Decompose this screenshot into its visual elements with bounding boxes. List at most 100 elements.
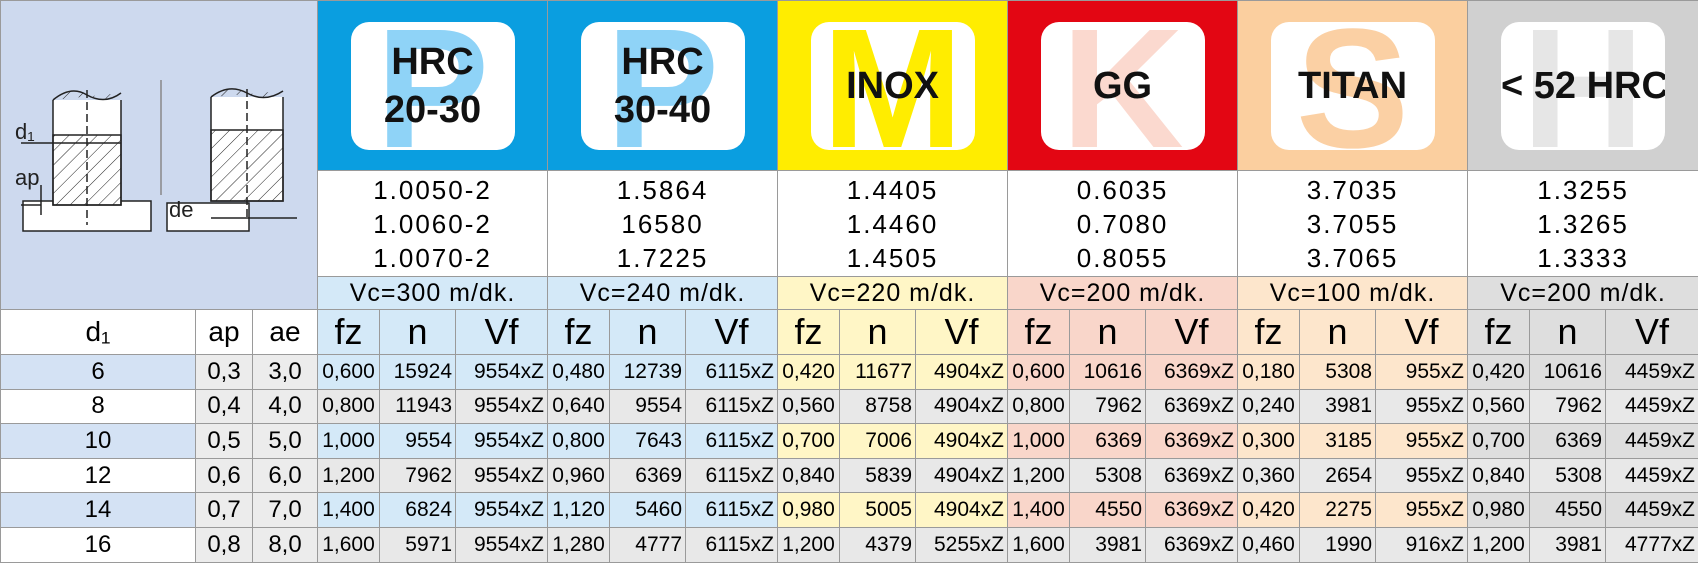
cutting-value: 4904xZ [916,458,1008,493]
cutting-value: 5971 [380,527,456,562]
cutting-value: 9554xZ [456,389,548,424]
cutting-value: 6369 [610,458,686,493]
cutting-value: 6369 [1530,424,1606,459]
cutting-value: 6115xZ [686,355,778,390]
cutting-value: 6824 [380,493,456,528]
ae-value: 7,0 [253,493,318,528]
cutting-value: 1,200 [1008,458,1070,493]
cutting-value: 0,240 [1238,389,1300,424]
cutting-value: 1,600 [318,527,380,562]
diagram-label: d₁ [15,119,35,144]
ae-value: 3,0 [253,355,318,390]
cutting-value: 0,840 [1468,458,1530,493]
cutting-value: 0,600 [318,355,380,390]
cutting-value: 1,400 [1008,493,1070,528]
ap-value: 0,6 [196,458,253,493]
cutting-value: 0,480 [548,355,610,390]
cutting-value: 6369 [1070,424,1146,459]
cutting-value: 0,980 [778,493,840,528]
ap-value: 0,4 [196,389,253,424]
column-header: n [380,310,456,355]
material-code: 16580 [548,207,777,241]
cutting-value: 9554xZ [456,355,548,390]
cutting-value: 6115xZ [686,389,778,424]
material-title-line: TITAN [1271,62,1435,110]
material-code: 3.7055 [1238,207,1467,241]
column-header: Vf [456,310,548,355]
material-code: 0.8055 [1008,241,1237,275]
cutting-value: 0,700 [1468,424,1530,459]
cutting-value: 4904xZ [916,493,1008,528]
cutting-value: 1,200 [1468,527,1530,562]
material-title-line: 30-40 [581,86,745,134]
column-header: Vf [1376,310,1468,355]
cutting-value: 5460 [610,493,686,528]
cutting-value: 6115xZ [686,527,778,562]
cutting-speed: Vc=240 m/dk. [548,277,778,310]
cutting-value: 955xZ [1376,355,1468,390]
cutting-value: 10616 [1530,355,1606,390]
cutting-value: 5255xZ [916,527,1008,562]
cutting-value: 0,980 [1468,493,1530,528]
cutting-value: 15924 [380,355,456,390]
cutting-value: 4904xZ [916,389,1008,424]
diameter: 16 [1,527,196,562]
ae-value: 8,0 [253,527,318,562]
cutting-value: 6115xZ [686,424,778,459]
ap-value: 0,5 [196,424,253,459]
material-title-line: HRC [351,38,515,86]
cutting-value: 0,560 [1468,389,1530,424]
column-header: ae [253,310,318,355]
cutting-value: 8758 [840,389,916,424]
material-title-line: INOX [811,62,975,110]
cutting-value: 11943 [380,389,456,424]
cutting-value: 0,420 [1468,355,1530,390]
cutting-value: 6115xZ [686,458,778,493]
ae-value: 4,0 [253,389,318,424]
cutting-value: 4459xZ [1606,389,1698,424]
material-code: 0.6035 [1008,173,1237,207]
material-title: < 52 HRC [1501,22,1665,150]
cutting-value: 10616 [1070,355,1146,390]
cutting-value: 12739 [610,355,686,390]
cutting-value: 6369xZ [1146,527,1238,562]
cutting-value: 1,000 [1008,424,1070,459]
cutting-value: 4777 [610,527,686,562]
cutting-value: 0,800 [318,389,380,424]
cutting-speed: Vc=200 m/dk. [1468,277,1698,310]
diameter: 12 [1,458,196,493]
column-header: Vf [1606,310,1698,355]
cutting-value: 3185 [1300,424,1376,459]
cutting-value: 9554xZ [456,527,548,562]
cutting-value: 0,180 [1238,355,1300,390]
cutting-value: 955xZ [1376,458,1468,493]
column-header: fz [1468,310,1530,355]
material-title-line: < 52 HRC [1501,62,1665,110]
cutting-value: 3981 [1300,389,1376,424]
cutting-value: 6369xZ [1146,493,1238,528]
cutting-value: 916xZ [1376,527,1468,562]
cutting-value: 7006 [840,424,916,459]
material-code: 1.3333 [1468,241,1698,275]
material-code: 3.7065 [1238,241,1467,275]
cutting-value: 7643 [610,424,686,459]
cutting-value: 11677 [840,355,916,390]
cutting-value: 1,280 [548,527,610,562]
